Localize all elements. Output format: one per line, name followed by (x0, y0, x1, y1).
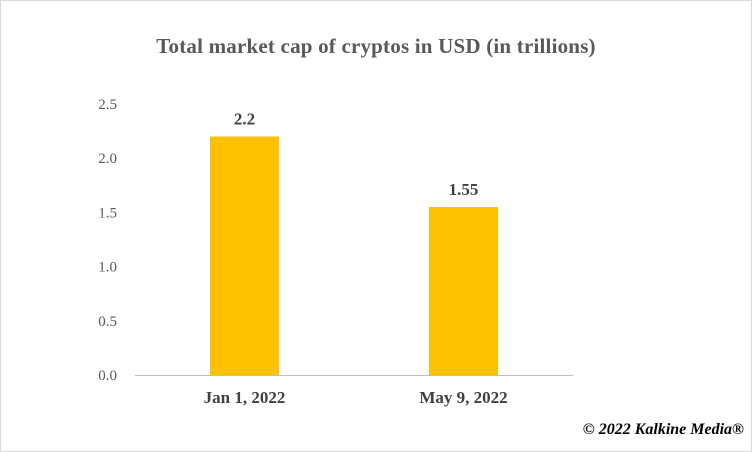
y-tick-label: 1.0 (98, 260, 117, 276)
x-axis-ticks: Jan 1, 2022 May 9, 2022 (204, 388, 508, 407)
y-tick-label: 0.5 (98, 314, 117, 330)
bar (210, 136, 279, 375)
chart-title: Total market cap of cryptos in USD (in t… (156, 34, 596, 58)
y-tick-label: 2.0 (98, 151, 117, 167)
copyright-text: © 2022 Kalkine Media® (582, 421, 744, 438)
y-tick-label: 1.5 (98, 205, 117, 221)
x-tick-label: May 9, 2022 (419, 388, 507, 407)
y-tick-label: 2.5 (98, 97, 117, 113)
x-tick-label: Jan 1, 2022 (204, 388, 286, 407)
bar (429, 206, 498, 375)
bar-data-label: 2.2 (234, 110, 255, 129)
y-tick-label: 0.0 (98, 368, 117, 384)
y-axis-ticks: 0.0 0.5 1.0 1.5 2.0 2.5 (98, 97, 117, 384)
bar-data-label: 1.55 (449, 180, 479, 199)
bars: 2.2 1.55 (210, 110, 498, 375)
